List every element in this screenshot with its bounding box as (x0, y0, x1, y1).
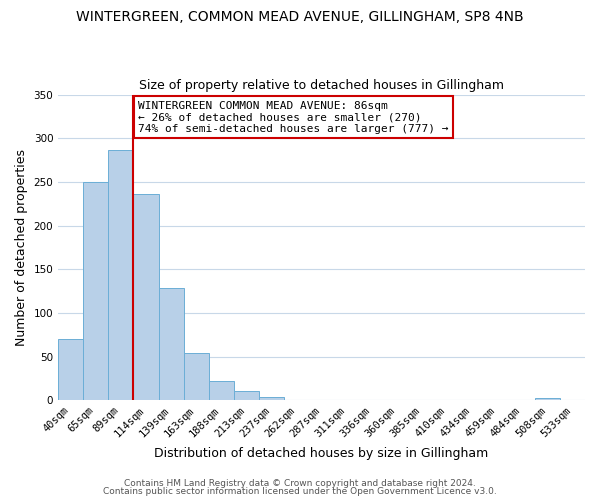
Text: WINTERGREEN COMMON MEAD AVENUE: 86sqm
← 26% of detached houses are smaller (270): WINTERGREEN COMMON MEAD AVENUE: 86sqm ← … (139, 100, 449, 134)
Text: WINTERGREEN, COMMON MEAD AVENUE, GILLINGHAM, SP8 4NB: WINTERGREEN, COMMON MEAD AVENUE, GILLING… (76, 10, 524, 24)
Bar (209, 381, 234, 400)
Bar (109, 150, 133, 400)
Y-axis label: Number of detached properties: Number of detached properties (15, 149, 28, 346)
Text: Contains public sector information licensed under the Open Government Licence v3: Contains public sector information licen… (103, 487, 497, 496)
Bar (83, 182, 109, 400)
Bar (58, 339, 83, 400)
Bar (535, 398, 560, 400)
Text: Contains HM Land Registry data © Crown copyright and database right 2024.: Contains HM Land Registry data © Crown c… (124, 478, 476, 488)
Bar (133, 194, 158, 400)
Title: Size of property relative to detached houses in Gillingham: Size of property relative to detached ho… (139, 79, 504, 92)
Bar (184, 353, 209, 400)
Bar (259, 396, 284, 400)
X-axis label: Distribution of detached houses by size in Gillingham: Distribution of detached houses by size … (154, 447, 489, 460)
Bar (158, 288, 184, 400)
Bar (234, 390, 259, 400)
